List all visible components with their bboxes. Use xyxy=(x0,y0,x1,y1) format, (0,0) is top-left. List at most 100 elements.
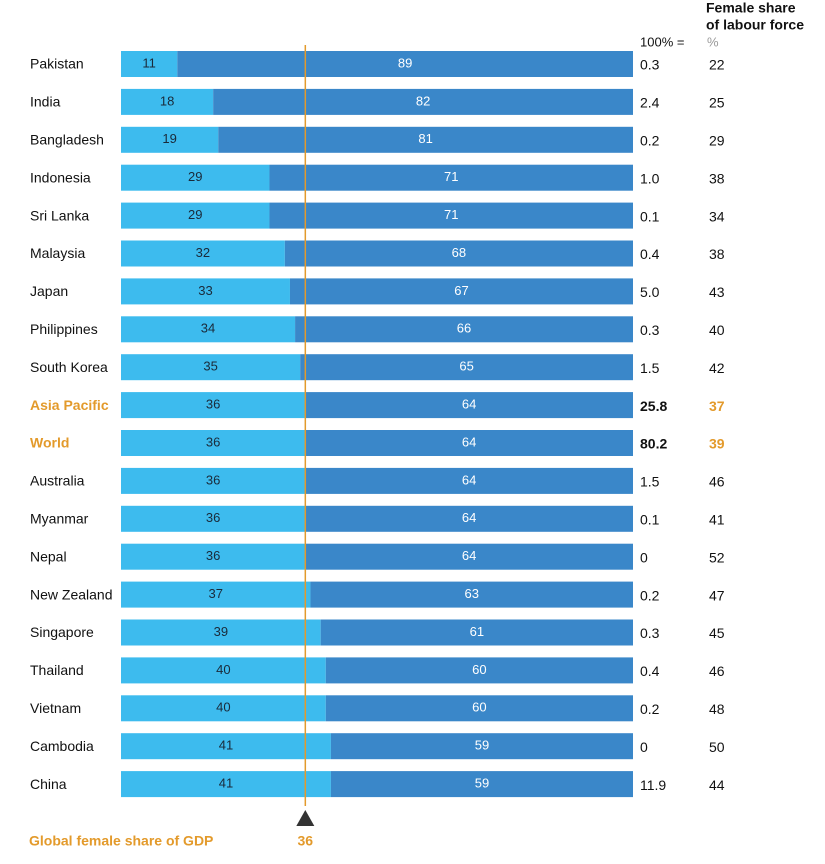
total-label: 0.3 xyxy=(640,625,660,641)
bar-value-label: 71 xyxy=(444,207,458,222)
total-label: 0.3 xyxy=(640,57,660,73)
total-label: 25.8 xyxy=(640,398,667,414)
bar-value-label: 34 xyxy=(201,321,215,336)
bar-value-label: 81 xyxy=(418,131,432,146)
bar-segment xyxy=(121,278,290,305)
bar-value-label: 29 xyxy=(188,207,202,222)
bar-value-label: 36 xyxy=(206,434,220,449)
bar-segment xyxy=(305,430,633,456)
bar-segment xyxy=(121,316,296,343)
total-label: 1.5 xyxy=(640,360,660,376)
bar-segment xyxy=(213,88,633,115)
bar-value-label: 37 xyxy=(208,586,222,601)
category-label: Cambodia xyxy=(30,738,94,754)
category-label: Myanmar xyxy=(30,511,89,527)
bar-segment xyxy=(330,771,633,798)
bar-segment xyxy=(305,543,633,570)
category-label: South Korea xyxy=(30,359,108,375)
total-label: 0.2 xyxy=(640,133,660,149)
bar-value-label: 36 xyxy=(206,472,220,487)
total-label: 0.4 xyxy=(640,246,660,262)
bar-segment xyxy=(121,126,219,153)
total-label: 80.2 xyxy=(640,436,667,452)
bar-value-label: 36 xyxy=(206,510,220,525)
labour-share-label: 41 xyxy=(709,512,725,528)
labour-title-1: Female share xyxy=(706,0,796,16)
bar-value-label: 33 xyxy=(198,283,212,298)
category-label: Bangladesh xyxy=(30,132,104,148)
bar-value-label: 39 xyxy=(214,624,228,639)
bar-value-label: 18 xyxy=(160,93,174,108)
labour-share-label: 38 xyxy=(709,246,725,262)
labour-share-label: 44 xyxy=(709,777,725,793)
category-label: Philippines xyxy=(30,321,98,337)
total-label: 0 xyxy=(640,549,648,565)
bar-segment xyxy=(121,543,306,570)
bar-segment xyxy=(284,240,633,267)
category-label: Australia xyxy=(30,473,85,489)
labour-share-label: 25 xyxy=(709,95,725,111)
bar-value-label: 41 xyxy=(219,738,233,753)
category-label: Singapore xyxy=(30,624,94,640)
labour-share-label: 42 xyxy=(709,360,725,376)
labour-share-label: 52 xyxy=(709,549,725,565)
category-label: Pakistan xyxy=(30,56,84,72)
bar-value-label: 40 xyxy=(216,700,230,715)
bar-value-label: 60 xyxy=(472,662,486,677)
bar-value-label: 64 xyxy=(462,548,476,563)
labour-share-label: 37 xyxy=(709,398,725,414)
total-label: 0.2 xyxy=(640,587,660,603)
total-label: 1.0 xyxy=(640,170,660,186)
bar-value-label: 41 xyxy=(219,776,233,791)
total-label: 2.4 xyxy=(640,95,660,111)
bar-value-label: 71 xyxy=(444,169,458,184)
labour-share-label: 47 xyxy=(709,587,725,603)
labour-share-label: 39 xyxy=(709,436,725,452)
category-label: Sri Lanka xyxy=(30,207,89,223)
labour-share-label: 40 xyxy=(709,322,725,338)
bar-value-label: 61 xyxy=(470,624,484,639)
bar-segment xyxy=(121,88,214,115)
bar-value-label: 64 xyxy=(462,472,476,487)
total-label: 0 xyxy=(640,739,648,755)
labour-share-label: 48 xyxy=(709,701,725,717)
bar-segment xyxy=(121,505,306,532)
reference-value: 36 xyxy=(298,833,314,849)
total-label: 0.4 xyxy=(640,663,660,679)
bar-value-label: 19 xyxy=(162,131,176,146)
bar-segment xyxy=(325,657,633,684)
labour-share-label: 22 xyxy=(709,57,725,73)
labour-unit: % xyxy=(707,34,719,49)
total-label: 0.3 xyxy=(640,322,660,338)
labour-share-label: 45 xyxy=(709,625,725,641)
bar-segment xyxy=(121,392,306,419)
bar-segment xyxy=(121,430,306,456)
bar-value-label: 36 xyxy=(206,397,220,412)
labour-share-label: 46 xyxy=(709,663,725,679)
bar-segment xyxy=(305,392,633,419)
category-label: Vietnam xyxy=(30,700,81,716)
bar-segment xyxy=(121,467,306,494)
total-label: 0.1 xyxy=(640,512,660,528)
bar-value-label: 68 xyxy=(452,245,466,260)
bar-segment xyxy=(300,354,633,381)
totals-header: 100% = xyxy=(640,34,684,49)
bar-segment xyxy=(121,771,331,798)
bar-value-label: 59 xyxy=(475,776,489,791)
bar-value-label: 89 xyxy=(398,55,412,70)
category-label: Indonesia xyxy=(30,169,91,185)
bar-segment xyxy=(121,581,311,608)
bar-value-label: 63 xyxy=(464,586,478,601)
bar-segment xyxy=(320,619,633,646)
labour-share-label: 46 xyxy=(709,474,725,490)
category-label: India xyxy=(30,94,61,110)
bar-value-label: 64 xyxy=(462,434,476,449)
total-label: 11.9 xyxy=(640,777,666,793)
bar-segment xyxy=(121,51,178,77)
total-label: 5.0 xyxy=(640,284,660,300)
bar-segment xyxy=(289,278,633,305)
bar-value-label: 64 xyxy=(462,510,476,525)
reference-marker xyxy=(296,810,315,826)
bar-segment xyxy=(305,505,633,532)
total-label: 1.5 xyxy=(640,474,660,490)
